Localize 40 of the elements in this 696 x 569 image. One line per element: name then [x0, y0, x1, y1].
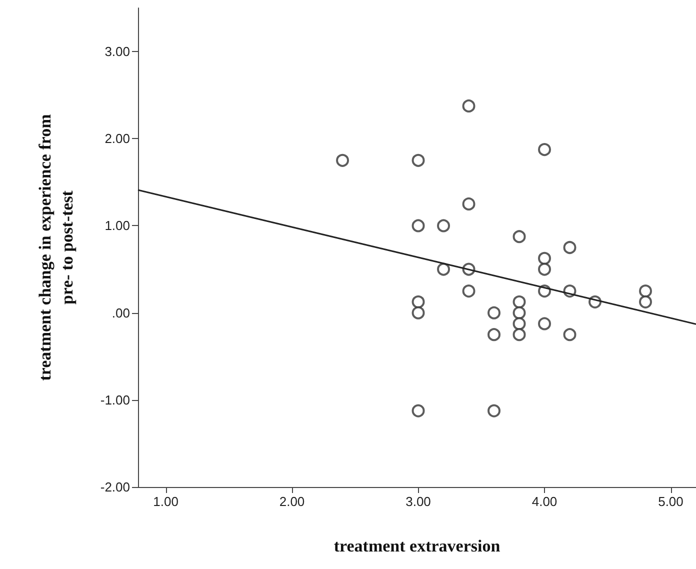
- point: [538, 317, 552, 330]
- point: [639, 295, 652, 308]
- point: [512, 328, 526, 342]
- point: [336, 154, 350, 167]
- x-tick-label: 3.00: [406, 494, 431, 509]
- point: [437, 219, 450, 232]
- point: [488, 404, 501, 418]
- x-axis-title: treatment extraversion: [334, 536, 501, 556]
- y-axis-title: treatment change in experience from pre- to post-test: [36, 114, 76, 381]
- point: [512, 295, 526, 308]
- point: [462, 99, 476, 112]
- point: [512, 317, 526, 330]
- y-tick-label: 2.00: [104, 131, 130, 146]
- y-tick-label: -2.00: [100, 480, 130, 494]
- point: [412, 295, 425, 308]
- point: [538, 143, 552, 156]
- y-tick-label: -1.00: [100, 392, 130, 408]
- point: [563, 241, 576, 254]
- x-tick-label: 2.00: [279, 494, 305, 509]
- point: [462, 197, 476, 210]
- point: [512, 306, 526, 320]
- x-tick-label: 5.00: [658, 494, 684, 509]
- y-tick-label: .00: [112, 305, 130, 320]
- point: [563, 328, 576, 342]
- x-tick-label: 4.00: [532, 494, 558, 509]
- x-tick-label: 1.00: [153, 494, 178, 509]
- y-tick-label: 3.00: [104, 44, 130, 60]
- point: [412, 219, 425, 232]
- point: [412, 404, 425, 418]
- point: [488, 306, 501, 320]
- point: [488, 328, 501, 342]
- point: [538, 262, 552, 276]
- point: [512, 230, 526, 244]
- point: [412, 306, 425, 320]
- point: [639, 284, 652, 298]
- y-tick-label: 1.00: [104, 218, 130, 234]
- point: [437, 262, 450, 276]
- point: [412, 154, 425, 167]
- point: [462, 284, 476, 298]
- point: [538, 252, 552, 265]
